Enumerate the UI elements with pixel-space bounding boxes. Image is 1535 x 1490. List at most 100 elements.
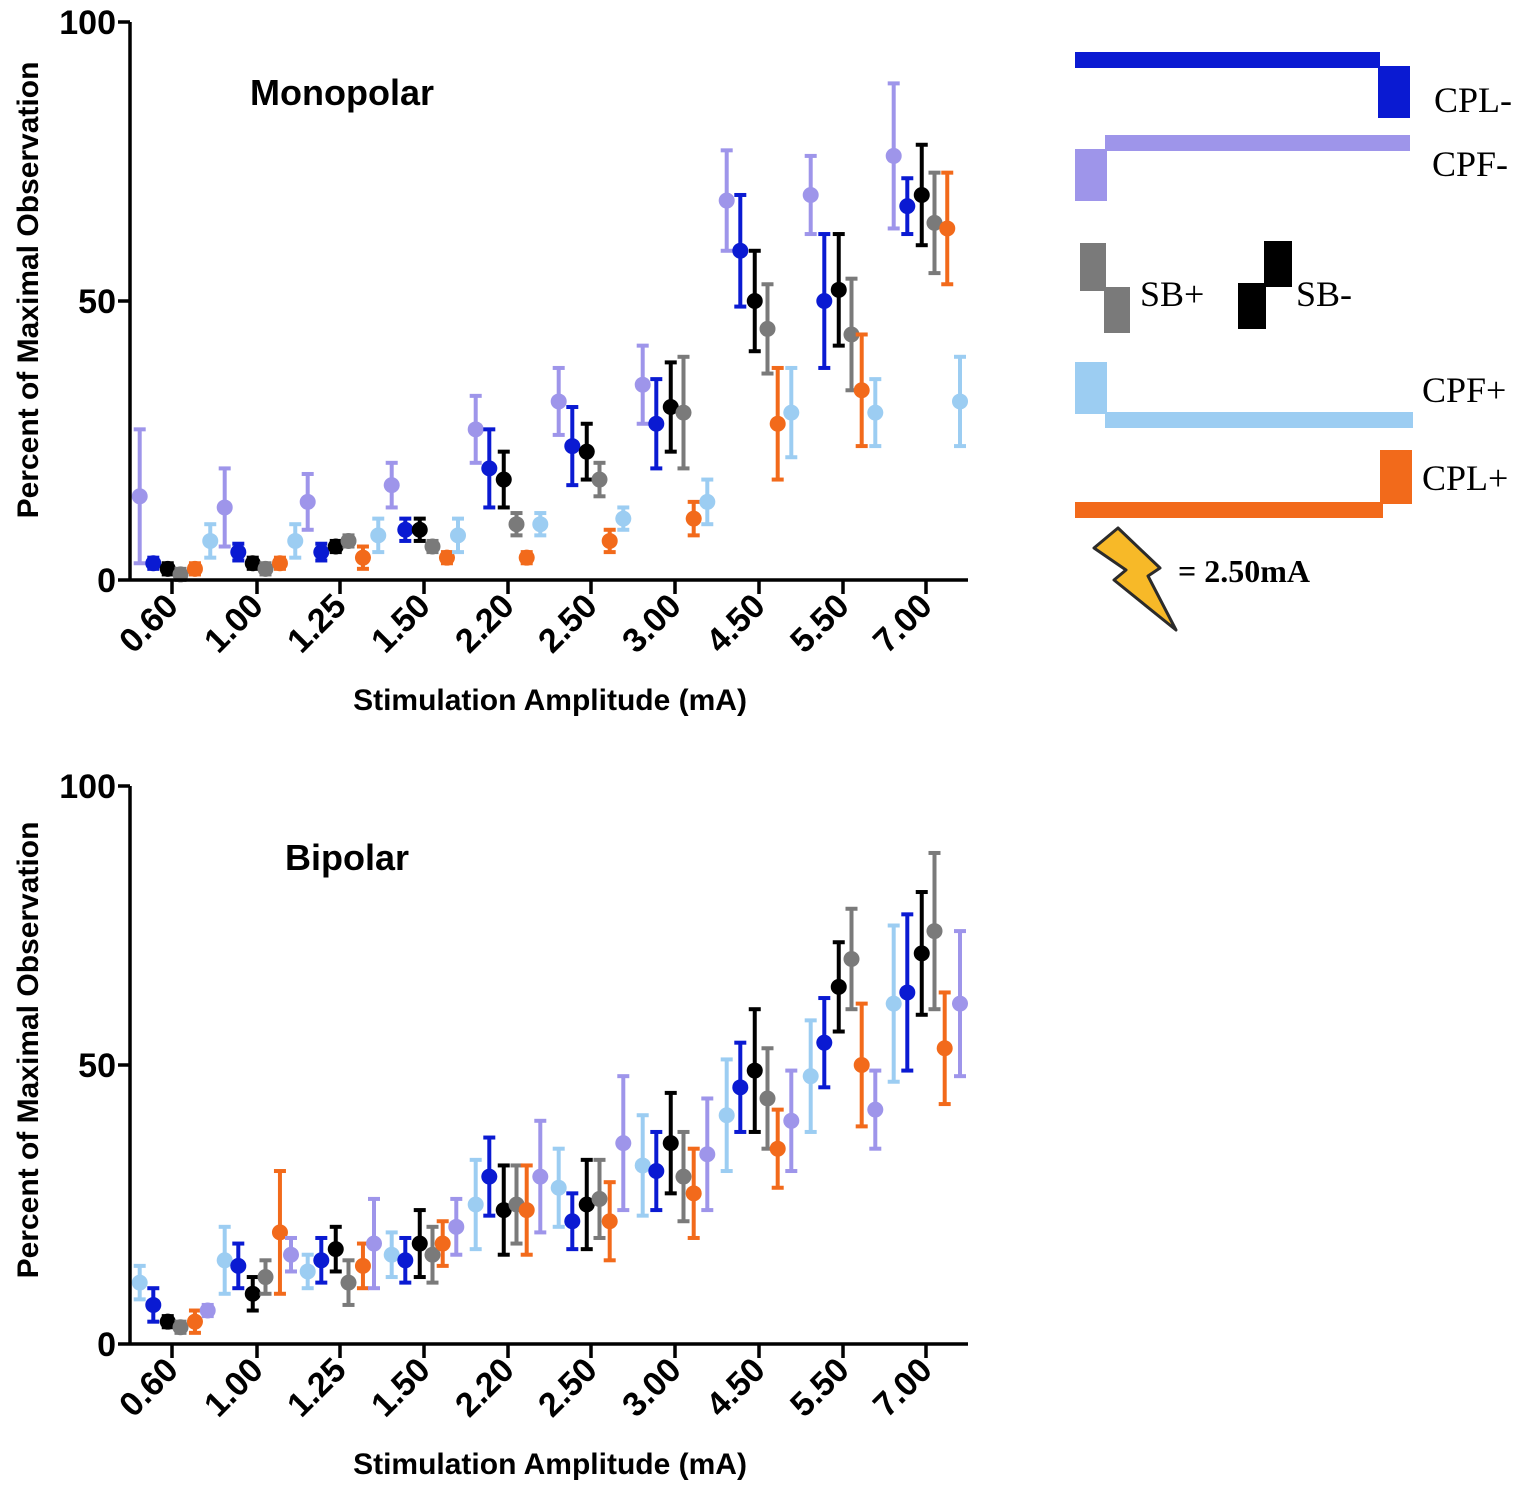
data-point [899, 198, 916, 215]
data-point [244, 555, 261, 572]
data-point [648, 1163, 665, 1180]
monopolar-y-label: Percent of Maximal Observation [12, 62, 45, 519]
data-point [675, 1168, 692, 1185]
cpl-minus-phase-short [1378, 66, 1410, 118]
data-point [199, 1302, 216, 1319]
data-point [257, 560, 274, 577]
data-point [615, 1135, 632, 1152]
data-point [532, 1168, 549, 1185]
series-cpf-minus [199, 929, 968, 1319]
data-point [216, 499, 233, 516]
series-cpl-plus [186, 990, 953, 1335]
data-point [926, 214, 943, 231]
data-point [759, 1090, 776, 1107]
x-tick-label: 1.50 [364, 587, 438, 661]
data-point [186, 560, 203, 577]
data-point [685, 510, 702, 527]
data-point [186, 1313, 203, 1330]
data-point [867, 404, 884, 421]
cpl-minus-phase-long [1075, 52, 1380, 68]
data-point [578, 443, 595, 460]
y-tick-label: 50 [78, 283, 116, 321]
bipolar-x-label: Stimulation Amplitude (mA) [353, 1448, 747, 1481]
data-point [830, 978, 847, 995]
data-point [783, 404, 800, 421]
data-point [853, 382, 870, 399]
cpf-minus-phase-short [1075, 149, 1107, 201]
data-point [746, 1062, 763, 1079]
data-point [354, 1257, 371, 1274]
monopolar-title: Monopolar [250, 72, 434, 113]
data-point [601, 532, 618, 549]
data-point [448, 1218, 465, 1235]
series-cpf-minus [131, 81, 902, 566]
data-point [802, 186, 819, 203]
data-point [299, 1263, 316, 1280]
x-tick-label: 4.50 [699, 587, 773, 661]
data-point [518, 1202, 535, 1219]
data-point [340, 532, 357, 549]
data-point [202, 532, 219, 549]
monopolar-x-ticks: 0.60 1.00 1.25 1.50 2.20 2.50 3.00 4.50 5.50 7.00 [112, 580, 940, 660]
data-point [354, 549, 371, 566]
x-tick-label: 2.20 [448, 1351, 522, 1425]
data-point [424, 1246, 441, 1263]
data-point [283, 1246, 299, 1263]
data-point [759, 320, 776, 337]
data-point [783, 1112, 800, 1129]
x-tick-label: 0.60 [112, 587, 186, 661]
series-cpl-minus [145, 176, 916, 572]
data-point [564, 1213, 581, 1230]
data-point [675, 404, 692, 421]
data-point [230, 544, 247, 561]
x-tick-label: 7.00 [866, 1351, 940, 1425]
data-point [450, 527, 466, 544]
legend: CPL- CPF- SB+ SB- CPF+ CPL+ [1075, 52, 1512, 632]
x-tick-label: 1.00 [197, 587, 271, 661]
data-point [131, 488, 148, 505]
y-tick-label: 100 [59, 768, 116, 806]
data-point [843, 326, 860, 343]
series-sb-minus [159, 890, 930, 1330]
legend-label-cpl-plus: CPL+ [1422, 458, 1508, 498]
legend-glyph-cpl-plus [1075, 450, 1412, 518]
data-point [718, 1107, 735, 1124]
data-point [159, 1313, 176, 1330]
data-point [172, 1319, 189, 1336]
data-point [746, 293, 763, 309]
data-point [518, 549, 535, 566]
data-point [313, 1252, 330, 1269]
x-tick-label: 1.25 [280, 1351, 354, 1425]
data-point [397, 521, 414, 538]
bipolar-data-marks [131, 850, 968, 1336]
series-sb-minus [159, 142, 930, 577]
sb-plus-phase-2 [1104, 287, 1130, 333]
cpf-plus-phase-long [1105, 412, 1413, 428]
data-point [550, 1179, 567, 1196]
data-point [939, 220, 956, 237]
legend-label-sb-minus: SB- [1296, 274, 1352, 314]
data-point [634, 1157, 651, 1174]
data-point [287, 532, 304, 549]
series-cpf-plus [202, 354, 968, 560]
data-point [564, 438, 581, 455]
data-point [952, 995, 968, 1012]
data-point [327, 538, 344, 555]
legend-label-cpf-plus: CPF+ [1422, 370, 1506, 410]
data-point [370, 527, 387, 544]
data-point [383, 1246, 400, 1263]
legend-label-sb-plus: SB+ [1140, 274, 1204, 314]
data-point [216, 1252, 233, 1269]
data-point [769, 1140, 786, 1157]
data-point [802, 1068, 819, 1085]
data-point [145, 555, 162, 572]
data-point [769, 415, 786, 432]
data-point [685, 1185, 702, 1202]
cpf-plus-phase-short [1075, 362, 1107, 414]
data-point [299, 493, 316, 510]
data-point [271, 555, 288, 572]
cpf-minus-phase-long [1105, 135, 1410, 151]
x-tick-label: 7.00 [866, 587, 940, 661]
sb-minus-phase-2 [1264, 241, 1292, 287]
